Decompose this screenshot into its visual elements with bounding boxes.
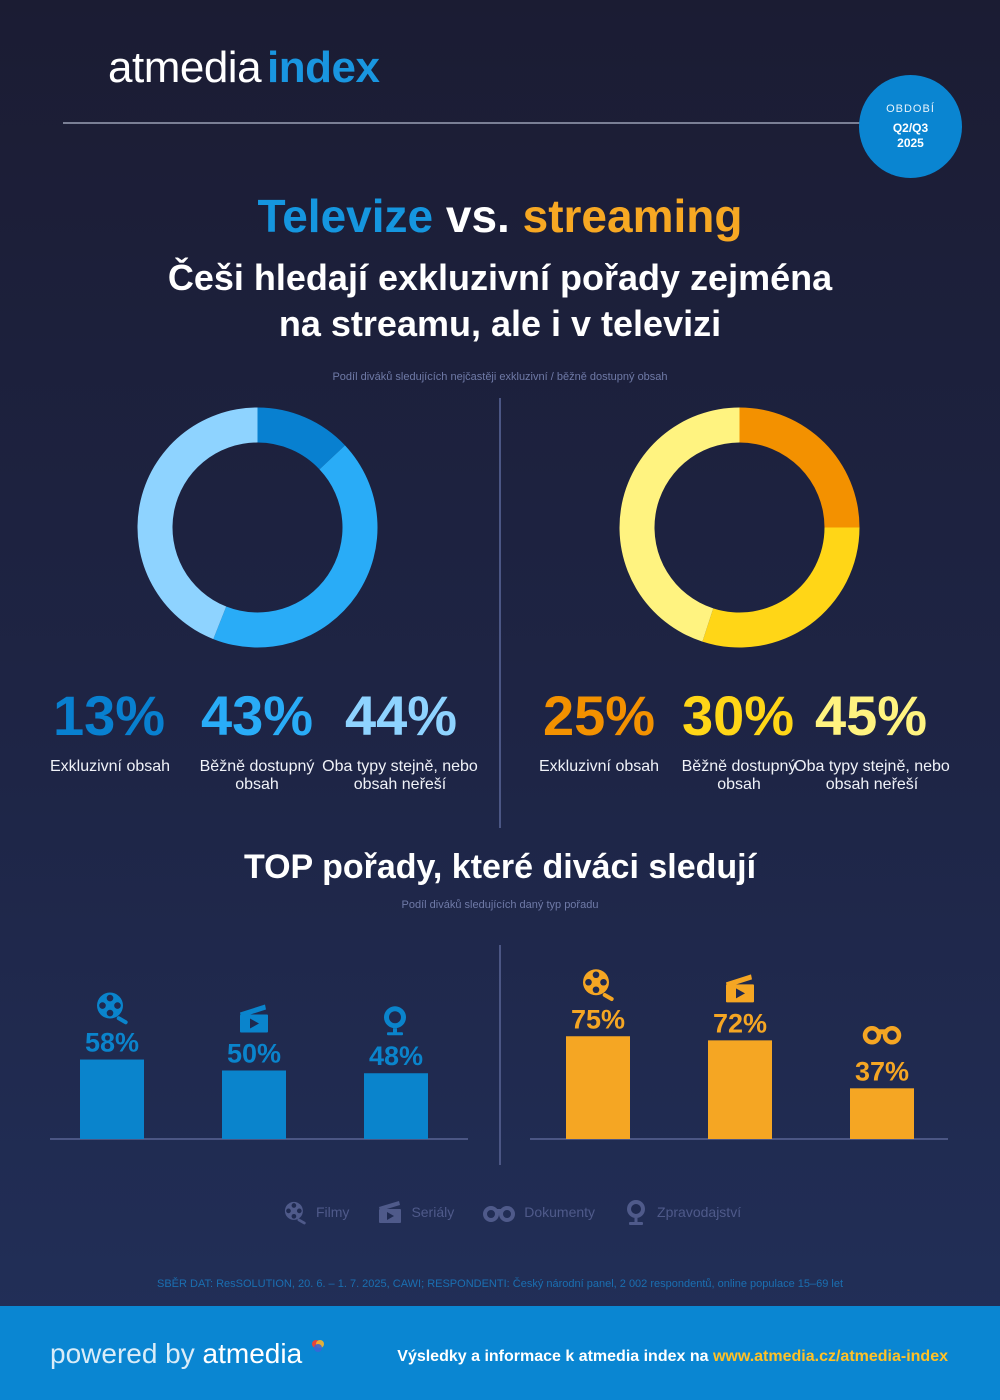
tv-bar-label-2: 50% xyxy=(227,1039,281,1069)
top-shows-bar-charts: 58% 50% 48% 75% 72% 37% xyxy=(50,969,948,1140)
streaming-bar-icon-2 xyxy=(726,974,754,1003)
globe-icon xyxy=(627,1200,646,1225)
atmedia-index-logo: atmedia index xyxy=(108,43,380,92)
streaming-both-label: Oba typy stejně, nebo obsah neřeší xyxy=(794,758,950,793)
streaming-donut-slice-3 xyxy=(619,407,740,642)
streaming-both-pct: 45% xyxy=(814,684,928,747)
streaming-bar-label-1: 75% xyxy=(571,1004,625,1034)
clapperboard-icon xyxy=(379,1201,402,1223)
top-shows-note: Podíl diváků sledujících daný typ pořadu xyxy=(401,899,599,911)
clapperboard-icon xyxy=(726,974,754,1003)
streaming-bar-icon-3 xyxy=(862,1026,902,1045)
streaming-bar-3 xyxy=(850,1088,914,1139)
tv-bar-label-1: 58% xyxy=(85,1028,139,1058)
tv-common-label: Běžně dostupný obsah xyxy=(199,758,315,793)
legend-item-documentaries: Dokumenty xyxy=(482,1198,595,1226)
tv-exclusive-pct: 13% xyxy=(52,684,166,747)
top-shows-title: TOP pořady, které diváci sledují xyxy=(243,848,757,886)
tv-both-pct: 44% xyxy=(344,684,458,747)
globe-icon xyxy=(384,1006,406,1036)
streaming-exclusive-label: Exkluzivní obsah xyxy=(538,758,660,775)
film-reel-icon xyxy=(583,969,614,1001)
legend-item-films: Filmy xyxy=(282,1198,349,1226)
binoculars-icon xyxy=(862,1026,902,1045)
streaming-exclusive-pct: 25% xyxy=(542,684,656,747)
streaming-bar-label-3: 37% xyxy=(855,1056,909,1086)
page-subtitle: Češi hledají exkluzivní pořady zejména na… xyxy=(167,257,833,344)
streaming-bar-label-2: 72% xyxy=(713,1008,767,1038)
streaming-bar-1 xyxy=(566,1036,630,1139)
tv-bar-3 xyxy=(364,1073,428,1139)
donut-divider xyxy=(499,398,501,828)
header-divider xyxy=(63,122,863,124)
period-label: OBDOBÍ xyxy=(886,103,935,115)
binoculars-icon xyxy=(483,1206,516,1222)
legend: Filmy Seriály Dokumenty xyxy=(282,1198,741,1226)
clapperboard-icon xyxy=(240,1004,268,1033)
period-value: Q2/Q3 2025 xyxy=(892,121,929,150)
tv-bar-2 xyxy=(222,1070,286,1139)
tv-donut-slice-1 xyxy=(257,407,345,470)
streaming-donut-slice-1 xyxy=(739,407,860,528)
atmedia-index-link[interactable]: www.atmedia.cz/atmedia-index xyxy=(712,1348,948,1365)
tv-common-pct: 43% xyxy=(200,684,314,747)
legend-item-series: Seriály xyxy=(377,1198,454,1226)
tv-donut-slice-3 xyxy=(137,407,258,640)
tv-bar-icon-2 xyxy=(240,1004,268,1033)
tv-both-label: Oba typy stejně, nebo obsah neřeší xyxy=(322,758,478,793)
film-reel-icon xyxy=(97,992,128,1025)
tv-bar-icon-3 xyxy=(384,1006,406,1036)
streaming-common-pct: 30% xyxy=(681,684,795,747)
tv-bar-label-3: 48% xyxy=(369,1041,423,1071)
footer-info: Výsledky a informace k atmedia index na … xyxy=(397,1348,948,1365)
streaming-donut xyxy=(619,407,860,648)
streaming-bar-icon-1 xyxy=(583,969,614,1001)
period-badge: OBDOBÍ Q2/Q3 2025 xyxy=(859,75,962,178)
tv-bar-1 xyxy=(80,1059,144,1139)
tv-bar-icon-1 xyxy=(97,992,128,1025)
streaming-donut-slice-2 xyxy=(702,527,860,648)
streaming-common-label: Běžně dostupný obsah xyxy=(681,758,797,793)
data-source-note: SBĚR DAT: ResSOLUTION, 20. 6. – 1. 7. 20… xyxy=(156,1278,844,1290)
film-reel-icon xyxy=(284,1201,306,1225)
tv-exclusive-label: Exkluzivní obsah xyxy=(49,758,171,775)
legend-item-news: Zpravodajství xyxy=(623,1198,741,1226)
page-title: Televize vs. streaming xyxy=(257,190,743,242)
streaming-bar-2 xyxy=(708,1040,772,1139)
footer-bar xyxy=(0,1306,1000,1400)
donut-note: Podíl diváků sledujících nejčastěji exkl… xyxy=(332,371,668,383)
atmedia-logo-icon xyxy=(311,1340,324,1352)
tv-donut xyxy=(137,407,378,648)
bar-divider xyxy=(499,945,501,1165)
powered-by: powered by atmedia xyxy=(50,1338,326,1370)
tv-donut-slice-2 xyxy=(213,445,378,648)
